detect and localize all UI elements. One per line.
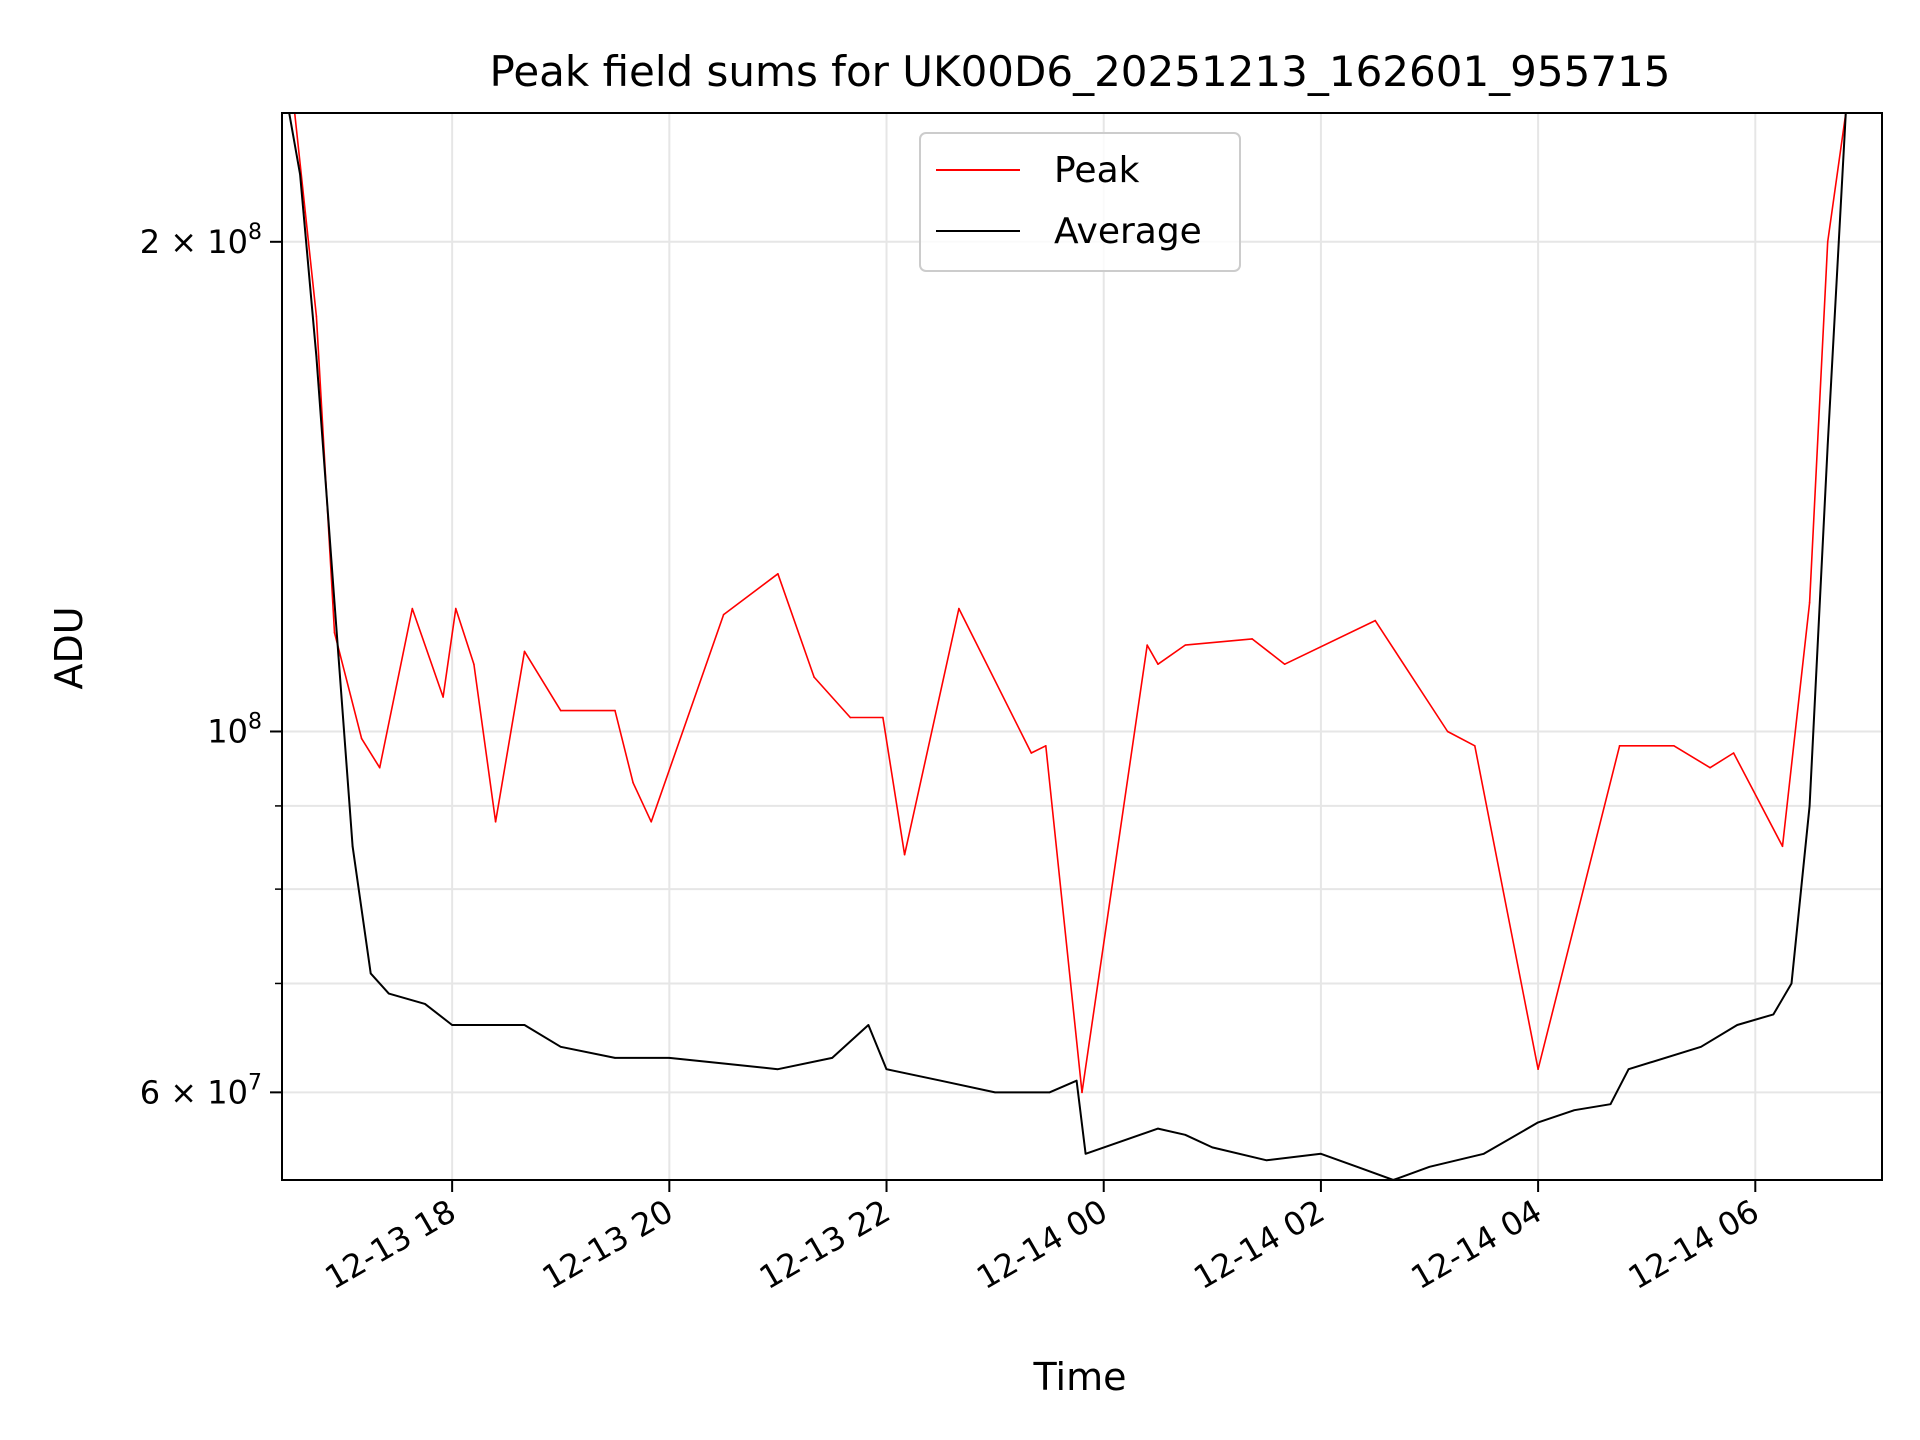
- peak-point: [722, 613, 725, 616]
- average-point: [1609, 1103, 1612, 1106]
- x-axis-label: Time: [1033, 1355, 1127, 1399]
- average-point: [1157, 1127, 1159, 1130]
- peak-point: [882, 716, 884, 719]
- peak-point: [1473, 744, 1476, 747]
- legend-box: [919, 132, 1241, 272]
- average-point: [867, 1024, 870, 1026]
- peak-point: [454, 607, 457, 610]
- average-point: [333, 601, 336, 604]
- y-tick-label: 2 × 108: [140, 220, 262, 261]
- average-point: [1048, 1091, 1051, 1094]
- y-tick-labels: 6 × 107 108 2 × 108: [140, 220, 262, 1112]
- y-tick-label: 6 × 107: [140, 1070, 262, 1111]
- average-point: [451, 1024, 453, 1026]
- peak-point: [614, 709, 616, 712]
- average-point: [1356, 1165, 1358, 1168]
- average-point: [1573, 1109, 1576, 1112]
- average-point: [351, 845, 354, 848]
- peak-point: [1081, 1091, 1083, 1094]
- average-point: [1826, 444, 1829, 446]
- average-point: [1537, 1121, 1539, 1124]
- plot-frame: [281, 112, 1883, 1181]
- peak-point: [1045, 744, 1047, 747]
- peak-point: [559, 709, 562, 712]
- peak-point: [1251, 638, 1253, 640]
- average-point: [1084, 1153, 1087, 1155]
- average-point: [523, 1024, 526, 1026]
- peak-point: [1374, 619, 1377, 622]
- axis-ticks: [270, 240, 1757, 1192]
- peak-point: [1709, 766, 1711, 769]
- peak-point: [632, 781, 634, 784]
- average-point: [994, 1091, 996, 1094]
- average-point: [1808, 805, 1811, 807]
- peak-point: [411, 607, 414, 610]
- peak-point: [1184, 644, 1186, 646]
- average-point: [1211, 1146, 1214, 1149]
- peak-point: [523, 650, 526, 653]
- peak-point: [1826, 241, 1829, 243]
- peak-point: [650, 820, 653, 823]
- peak-point: [903, 853, 906, 856]
- average-point: [424, 1003, 426, 1005]
- peak-point: [473, 663, 475, 665]
- chart-title: Peak field sums for UK00D6_20251213_1626…: [489, 47, 1670, 96]
- average-point: [777, 1068, 779, 1070]
- peak-point: [442, 696, 444, 698]
- peak-point: [813, 676, 815, 678]
- average-point: [885, 1068, 888, 1070]
- peak-point: [1157, 663, 1159, 665]
- peak-point: [1283, 663, 1286, 665]
- peak-point: [1808, 601, 1811, 604]
- peak-point: [1673, 744, 1675, 747]
- peak-point: [360, 737, 363, 740]
- average-point: [1184, 1134, 1186, 1136]
- peak-point: [777, 573, 779, 575]
- peak-point: [378, 766, 381, 769]
- legend-label-average: Average: [1054, 211, 1202, 252]
- average-point: [1428, 1165, 1431, 1168]
- peak-point: [1618, 744, 1621, 747]
- y-axis-label: ADU: [47, 606, 91, 689]
- average-point: [299, 173, 301, 176]
- average-point: [831, 1057, 834, 1059]
- average-point: [1483, 1153, 1485, 1155]
- average-point: [1265, 1159, 1268, 1162]
- peak-point: [333, 631, 336, 634]
- peak-point: [1030, 752, 1033, 754]
- average-point: [559, 1045, 562, 1048]
- peak-point: [315, 315, 318, 318]
- y-tick-label: 108: [207, 709, 262, 750]
- average-point: [1772, 1013, 1775, 1016]
- average-point: [1627, 1068, 1630, 1070]
- peak-point: [494, 820, 497, 823]
- peak-point: [1537, 1068, 1539, 1070]
- legend: Peak Average: [919, 132, 1241, 272]
- peak-point: [958, 607, 960, 610]
- series-line-peak: [293, 113, 1847, 1094]
- peak-point: [849, 716, 852, 719]
- average-point: [369, 972, 372, 975]
- average-point: [315, 355, 318, 358]
- peak-point: [1146, 644, 1148, 646]
- average-point: [1320, 1153, 1322, 1155]
- peak-point: [1732, 752, 1735, 754]
- peak-point: [1781, 845, 1784, 848]
- average-point: [387, 992, 390, 995]
- peak-point: [1446, 730, 1449, 733]
- average-point: [722, 1062, 725, 1065]
- average-point: [614, 1057, 616, 1059]
- average-point: [940, 1079, 942, 1082]
- average-point: [668, 1057, 671, 1059]
- average-point: [1790, 982, 1793, 985]
- average-point: [1075, 1079, 1078, 1082]
- average-point: [1736, 1024, 1739, 1026]
- average-point: [1700, 1045, 1702, 1048]
- legend-label-peak: Peak: [1054, 150, 1140, 191]
